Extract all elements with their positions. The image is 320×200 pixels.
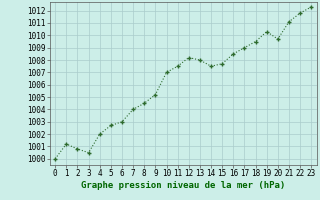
X-axis label: Graphe pression niveau de la mer (hPa): Graphe pression niveau de la mer (hPa) [81,181,285,190]
